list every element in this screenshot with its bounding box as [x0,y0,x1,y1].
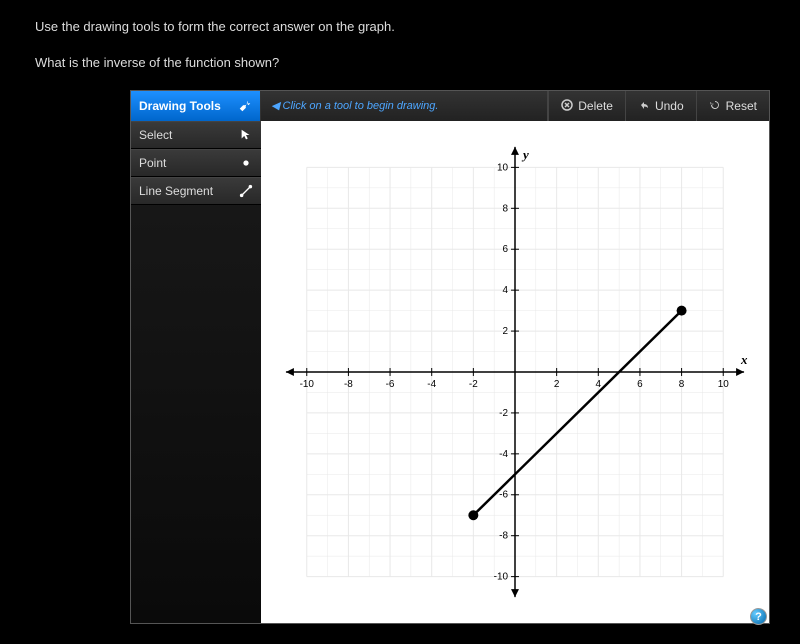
svg-text:-4: -4 [499,449,508,460]
reset-button[interactable]: Reset [696,91,769,121]
delete-icon [561,99,573,114]
segment-icon [239,184,253,198]
tool-line-segment[interactable]: Line Segment [131,177,261,205]
drawing-app: Drawing Tools ◀ Click on a tool to begin… [130,90,770,624]
coordinate-graph: 2 -2 2 -2 4 -4 4 -4 6 -6 6 -6 8 -8 8 -8 10 -10 10 -10 x y [271,131,759,613]
svg-text:8: 8 [502,204,508,215]
instruction-line-2: What is the inverse of the function show… [35,54,765,72]
svg-text:x: x [740,352,748,367]
graph-canvas[interactable]: 2 -2 2 -2 4 -4 4 -4 6 -6 6 -6 8 -8 8 -8 10 -10 10 -10 x y ? [261,121,769,623]
tool-select[interactable]: Select [131,121,261,149]
hint-bar: ◀ Click on a tool to begin drawing. [261,91,548,121]
tools-header: Drawing Tools [131,91,261,121]
svg-text:-6: -6 [499,490,508,501]
tools-panel: Select Point Line Segment [131,121,261,623]
reset-icon [709,99,721,114]
svg-text:8: 8 [679,379,685,390]
help-button[interactable]: ? [750,608,767,625]
tool-line-label: Line Segment [139,184,213,198]
point-icon [239,156,253,170]
svg-text:-4: -4 [427,379,436,390]
svg-text:-8: -8 [344,379,353,390]
svg-text:-8: -8 [499,531,508,542]
svg-text:4: 4 [596,379,602,390]
cursor-icon [239,128,253,142]
svg-text:6: 6 [637,379,643,390]
svg-text:-2: -2 [499,408,508,419]
delete-button[interactable]: Delete [548,91,625,121]
tool-point[interactable]: Point [131,149,261,177]
svg-text:10: 10 [718,379,730,390]
svg-text:10: 10 [497,163,509,174]
svg-text:2: 2 [554,379,560,390]
reset-label: Reset [726,99,757,113]
tool-select-label: Select [139,128,172,142]
svg-text:y: y [521,147,529,162]
svg-text:-2: -2 [469,379,478,390]
instruction-line-1: Use the drawing tools to form the correc… [35,18,765,36]
undo-button[interactable]: Undo [625,91,696,121]
tool-point-label: Point [139,156,166,170]
hint-text: Click on a tool to begin drawing. [283,100,439,112]
tools-header-label: Drawing Tools [139,99,221,113]
svg-text:6: 6 [502,245,508,256]
svg-text:2: 2 [502,326,508,337]
svg-text:4: 4 [502,286,508,297]
svg-text:-10: -10 [300,379,315,390]
wrench-icon [238,99,252,113]
svg-text:-6: -6 [386,379,395,390]
delete-label: Delete [578,99,613,113]
undo-icon [638,99,650,114]
back-arrow-icon: ◀ [271,100,283,112]
svg-text:-10: -10 [494,572,509,583]
toolbar: Drawing Tools ◀ Click on a tool to begin… [131,91,769,121]
undo-label: Undo [655,99,684,113]
